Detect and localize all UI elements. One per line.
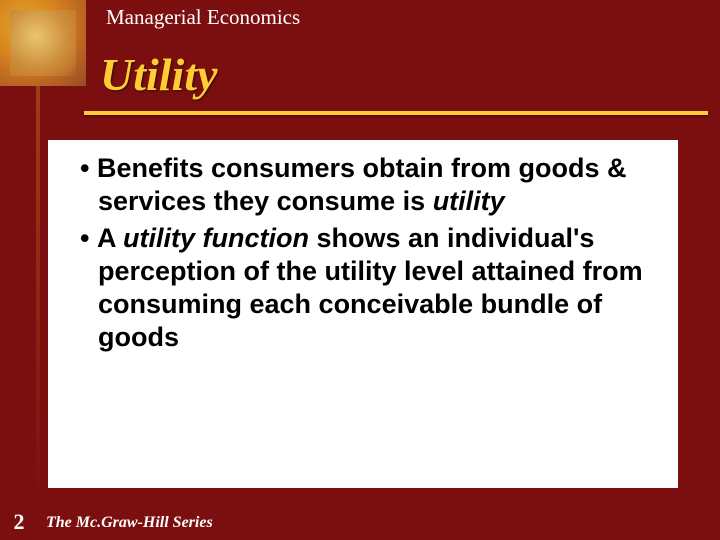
sidebar-strip xyxy=(36,86,40,504)
bullet-text-italic: utility function xyxy=(123,223,309,253)
bullet-dot: • xyxy=(80,153,97,183)
content-area: • Benefits consumers obtain from goods &… xyxy=(48,140,678,488)
bullet-text-pre: Benefits consumers obtain from goods & s… xyxy=(97,153,627,216)
series-text: The Mc.Graw-Hill Series xyxy=(46,514,213,531)
bullet-text-pre: A xyxy=(97,223,123,253)
bullet-dot: • xyxy=(80,223,97,253)
title-block: Utility xyxy=(84,46,708,128)
slide-header: Managerial Economics xyxy=(84,0,720,34)
page-number-text: 2 xyxy=(14,509,25,535)
decorative-corner-graphic xyxy=(0,0,86,86)
bullet-item: • A utility function shows an individual… xyxy=(68,222,658,354)
bullet-text-italic: utility xyxy=(433,186,505,216)
bullet-item: • Benefits consumers obtain from goods &… xyxy=(68,152,658,218)
series-label: The Mc.Graw-Hill Series xyxy=(46,514,213,532)
title-underline xyxy=(84,111,708,115)
slide-title: Utility xyxy=(84,46,708,101)
header-text: Managerial Economics xyxy=(106,5,300,30)
page-number: 2 xyxy=(0,504,38,540)
